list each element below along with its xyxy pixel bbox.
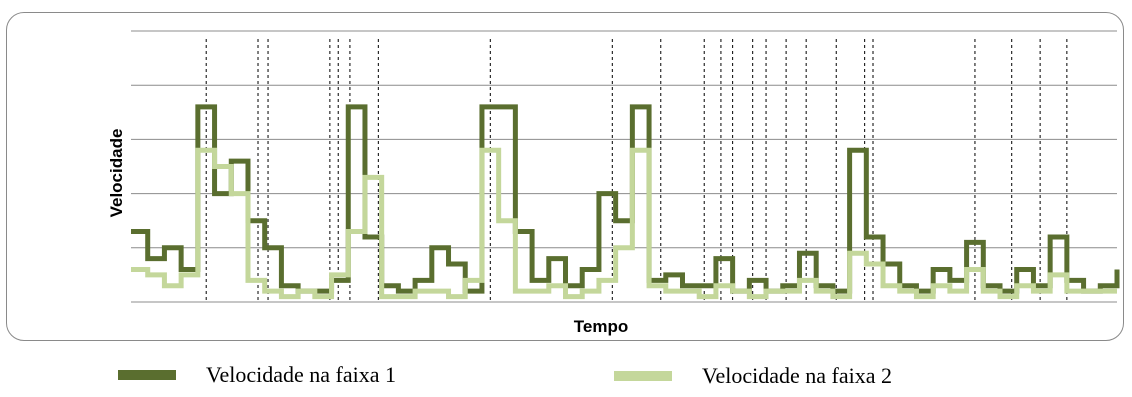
legend-swatch-series-1 xyxy=(118,370,176,380)
legend-label-series-1: Velocidade na faixa 1 xyxy=(206,362,396,387)
series-line-1 xyxy=(131,104,1120,294)
legend-item-series-1: Velocidade na faixa 1 xyxy=(118,362,396,388)
chart-frame: Tempo Velocidade xyxy=(6,12,1124,341)
event-markers xyxy=(205,39,1068,302)
line-chart: Tempo Velocidade xyxy=(107,30,1120,336)
y-axis-label: Velocidade xyxy=(107,129,126,218)
legend-label-series-2: Velocidade na faixa 2 xyxy=(702,363,892,388)
x-axis-label: Tempo xyxy=(574,317,628,336)
legend-item-series-2: Velocidade na faixa 2 xyxy=(614,363,892,389)
series-line-2 xyxy=(131,147,1117,300)
legend-swatch-series-2 xyxy=(614,371,672,381)
series-lines xyxy=(131,104,1120,300)
gridlines xyxy=(131,30,1117,303)
